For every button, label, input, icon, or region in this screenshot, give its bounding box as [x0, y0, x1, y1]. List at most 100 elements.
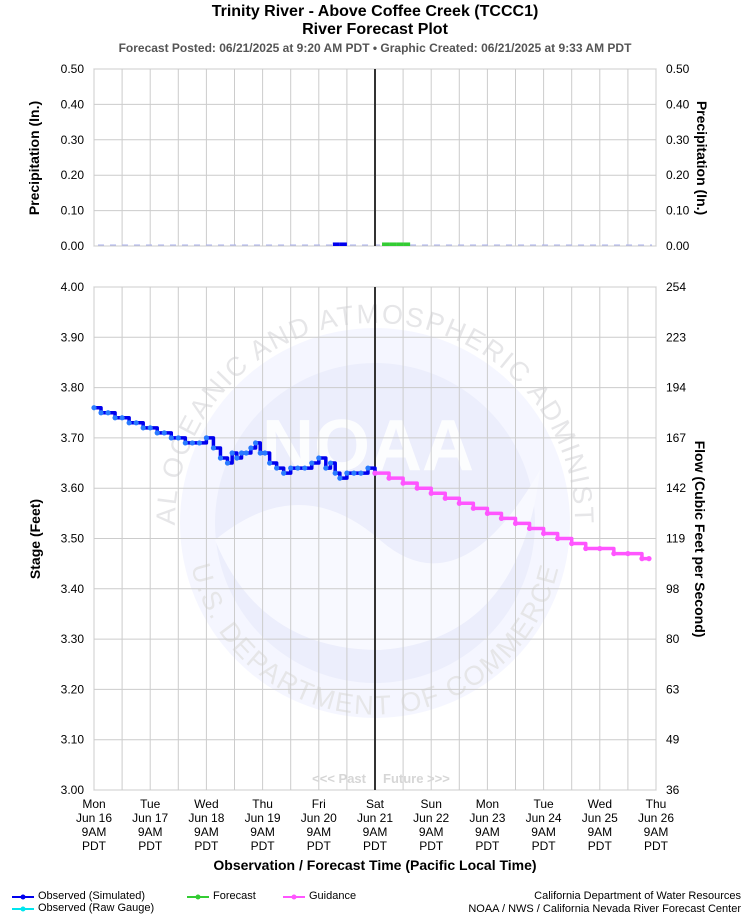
flow-tick-right: 119 [666, 532, 685, 546]
time-tick-label: Mon [476, 797, 499, 811]
observed-point [234, 455, 240, 461]
observed-point [112, 415, 118, 421]
observed-point [154, 430, 160, 436]
precipitation-left-ticks: 0.00 0.10 0.20 0.30 0.40 0.50 [61, 62, 85, 253]
time-tick-label: Tue [140, 797, 161, 811]
guidance-point [372, 470, 378, 476]
stage-left-ticks: 3.00 3.10 3.20 3.30 3.40 3.50 3.60 3.70 3.80 3.90… [61, 280, 85, 797]
observed-point [274, 465, 280, 471]
guidance-point [442, 495, 448, 501]
observed-point [140, 425, 146, 431]
observed-point [217, 455, 224, 461]
flow-tick-right: 254 [666, 280, 686, 294]
observed-point [323, 465, 329, 471]
precipitation-tick-right: 0.30 [666, 133, 690, 147]
observed-point [365, 465, 371, 471]
precipitation-tick-left: 0.20 [61, 168, 85, 182]
time-tick-label: Sat [366, 797, 385, 811]
observed-point [337, 475, 343, 481]
credit-cnrfc: NOAA / NWS / California Nevada River For… [468, 903, 741, 915]
stage-tick-left: 3.80 [61, 381, 85, 395]
flow-right-ticks: 36 49 63 80 98 119 142 167 194 223 254 [666, 280, 686, 797]
observed-point [168, 435, 174, 441]
observed-point [243, 450, 249, 456]
guidance-point [583, 545, 589, 552]
stage-tick-left: 3.40 [61, 582, 85, 596]
flow-tick-right: 63 [666, 682, 680, 696]
guidance-point [498, 515, 505, 521]
guidance-point [639, 556, 645, 562]
stage-tick-left: 3.60 [61, 481, 85, 495]
precipitation-panel: 0.00 0.10 0.20 0.30 0.40 0.50 0.00 0.10 0.20 0.3… [26, 62, 710, 253]
precipitation-bar [332, 242, 340, 246]
legend-observed-dot [20, 894, 26, 900]
stage-axis-label: Stage (Feet) [27, 499, 43, 579]
stage-tick-left: 3.10 [61, 733, 85, 747]
observed-point [281, 470, 287, 476]
legend-guidance: Guidance [309, 890, 357, 902]
stage-tick-left: 3.20 [61, 682, 85, 696]
precipitation-left-axis-label: Precipitation (In.) [26, 101, 42, 215]
precipitation-tick-left: 0.50 [61, 62, 85, 76]
time-tick-label: 9AM [419, 825, 444, 839]
time-tick-label: 9AM [250, 825, 275, 839]
observed-point [252, 440, 259, 446]
legend-raw-dot [20, 906, 26, 912]
precipitation-tick-left: 0.10 [61, 204, 85, 218]
time-tick-label: Sun [421, 797, 442, 811]
posted-created-info: Forecast Posted: 06/21/2025 at 9:20 AM P… [118, 41, 632, 55]
guidance-point [512, 520, 519, 527]
guidance-point [597, 545, 603, 552]
observed-point [105, 410, 111, 416]
precipitation-bar [339, 242, 347, 246]
legend-forecast-dot [195, 894, 201, 900]
observed-point [133, 420, 139, 426]
guidance-point [470, 505, 476, 511]
time-tick-label: PDT [307, 839, 332, 853]
observed-point [229, 450, 235, 456]
time-tick-label: PDT [588, 839, 613, 853]
time-tick-label: Jun 19 [245, 811, 281, 825]
time-tick-label: 9AM [138, 825, 163, 839]
legend-markers [12, 894, 305, 912]
watermark-gull-shape [215, 470, 540, 650]
time-tick-label: 9AM [194, 825, 219, 839]
observed-point [224, 460, 231, 466]
time-tick-label: 9AM [363, 825, 388, 839]
precipitation-right-ticks: 0.00 0.10 0.20 0.30 0.40 0.50 [666, 62, 690, 253]
time-tick-label: Jun 26 [638, 811, 674, 825]
guidance-point [555, 535, 561, 542]
observed-point [344, 470, 350, 476]
observed-point [203, 435, 209, 441]
time-tick-label: 9AM [644, 825, 669, 839]
observed-point [295, 465, 301, 471]
guidance-point [456, 500, 462, 506]
observed-point [189, 440, 195, 446]
time-tick-label: Tue [533, 797, 554, 811]
stage-tick-left: 3.50 [61, 532, 85, 546]
observed-point [161, 430, 167, 436]
time-tick-label: Wed [194, 797, 218, 811]
observed-point [182, 440, 188, 446]
time-tick-label: Wed [588, 797, 612, 811]
flow-tick-right: 194 [666, 381, 686, 395]
observed-point [91, 405, 97, 411]
credit-dwr: California Department of Water Resources [534, 890, 741, 902]
guidance-point [484, 510, 490, 516]
guidance-point [611, 550, 617, 557]
stage-tick-left: 3.90 [61, 330, 85, 344]
stage-series [91, 405, 652, 562]
time-tick-label: Jun 21 [357, 811, 393, 825]
guidance-point [526, 525, 533, 532]
guidance-point [569, 540, 575, 547]
observed-point [327, 460, 334, 466]
legend-observed-simulated: Observed (Simulated) [38, 890, 145, 902]
observed-point [358, 470, 364, 476]
flow-tick-right: 36 [666, 783, 680, 797]
precipitation-bar [389, 242, 397, 246]
guidance-point [428, 490, 434, 496]
time-tick-label: Jun 20 [301, 811, 337, 825]
precipitation-tick-left: 0.00 [61, 239, 85, 253]
flow-tick-right: 49 [666, 733, 680, 747]
